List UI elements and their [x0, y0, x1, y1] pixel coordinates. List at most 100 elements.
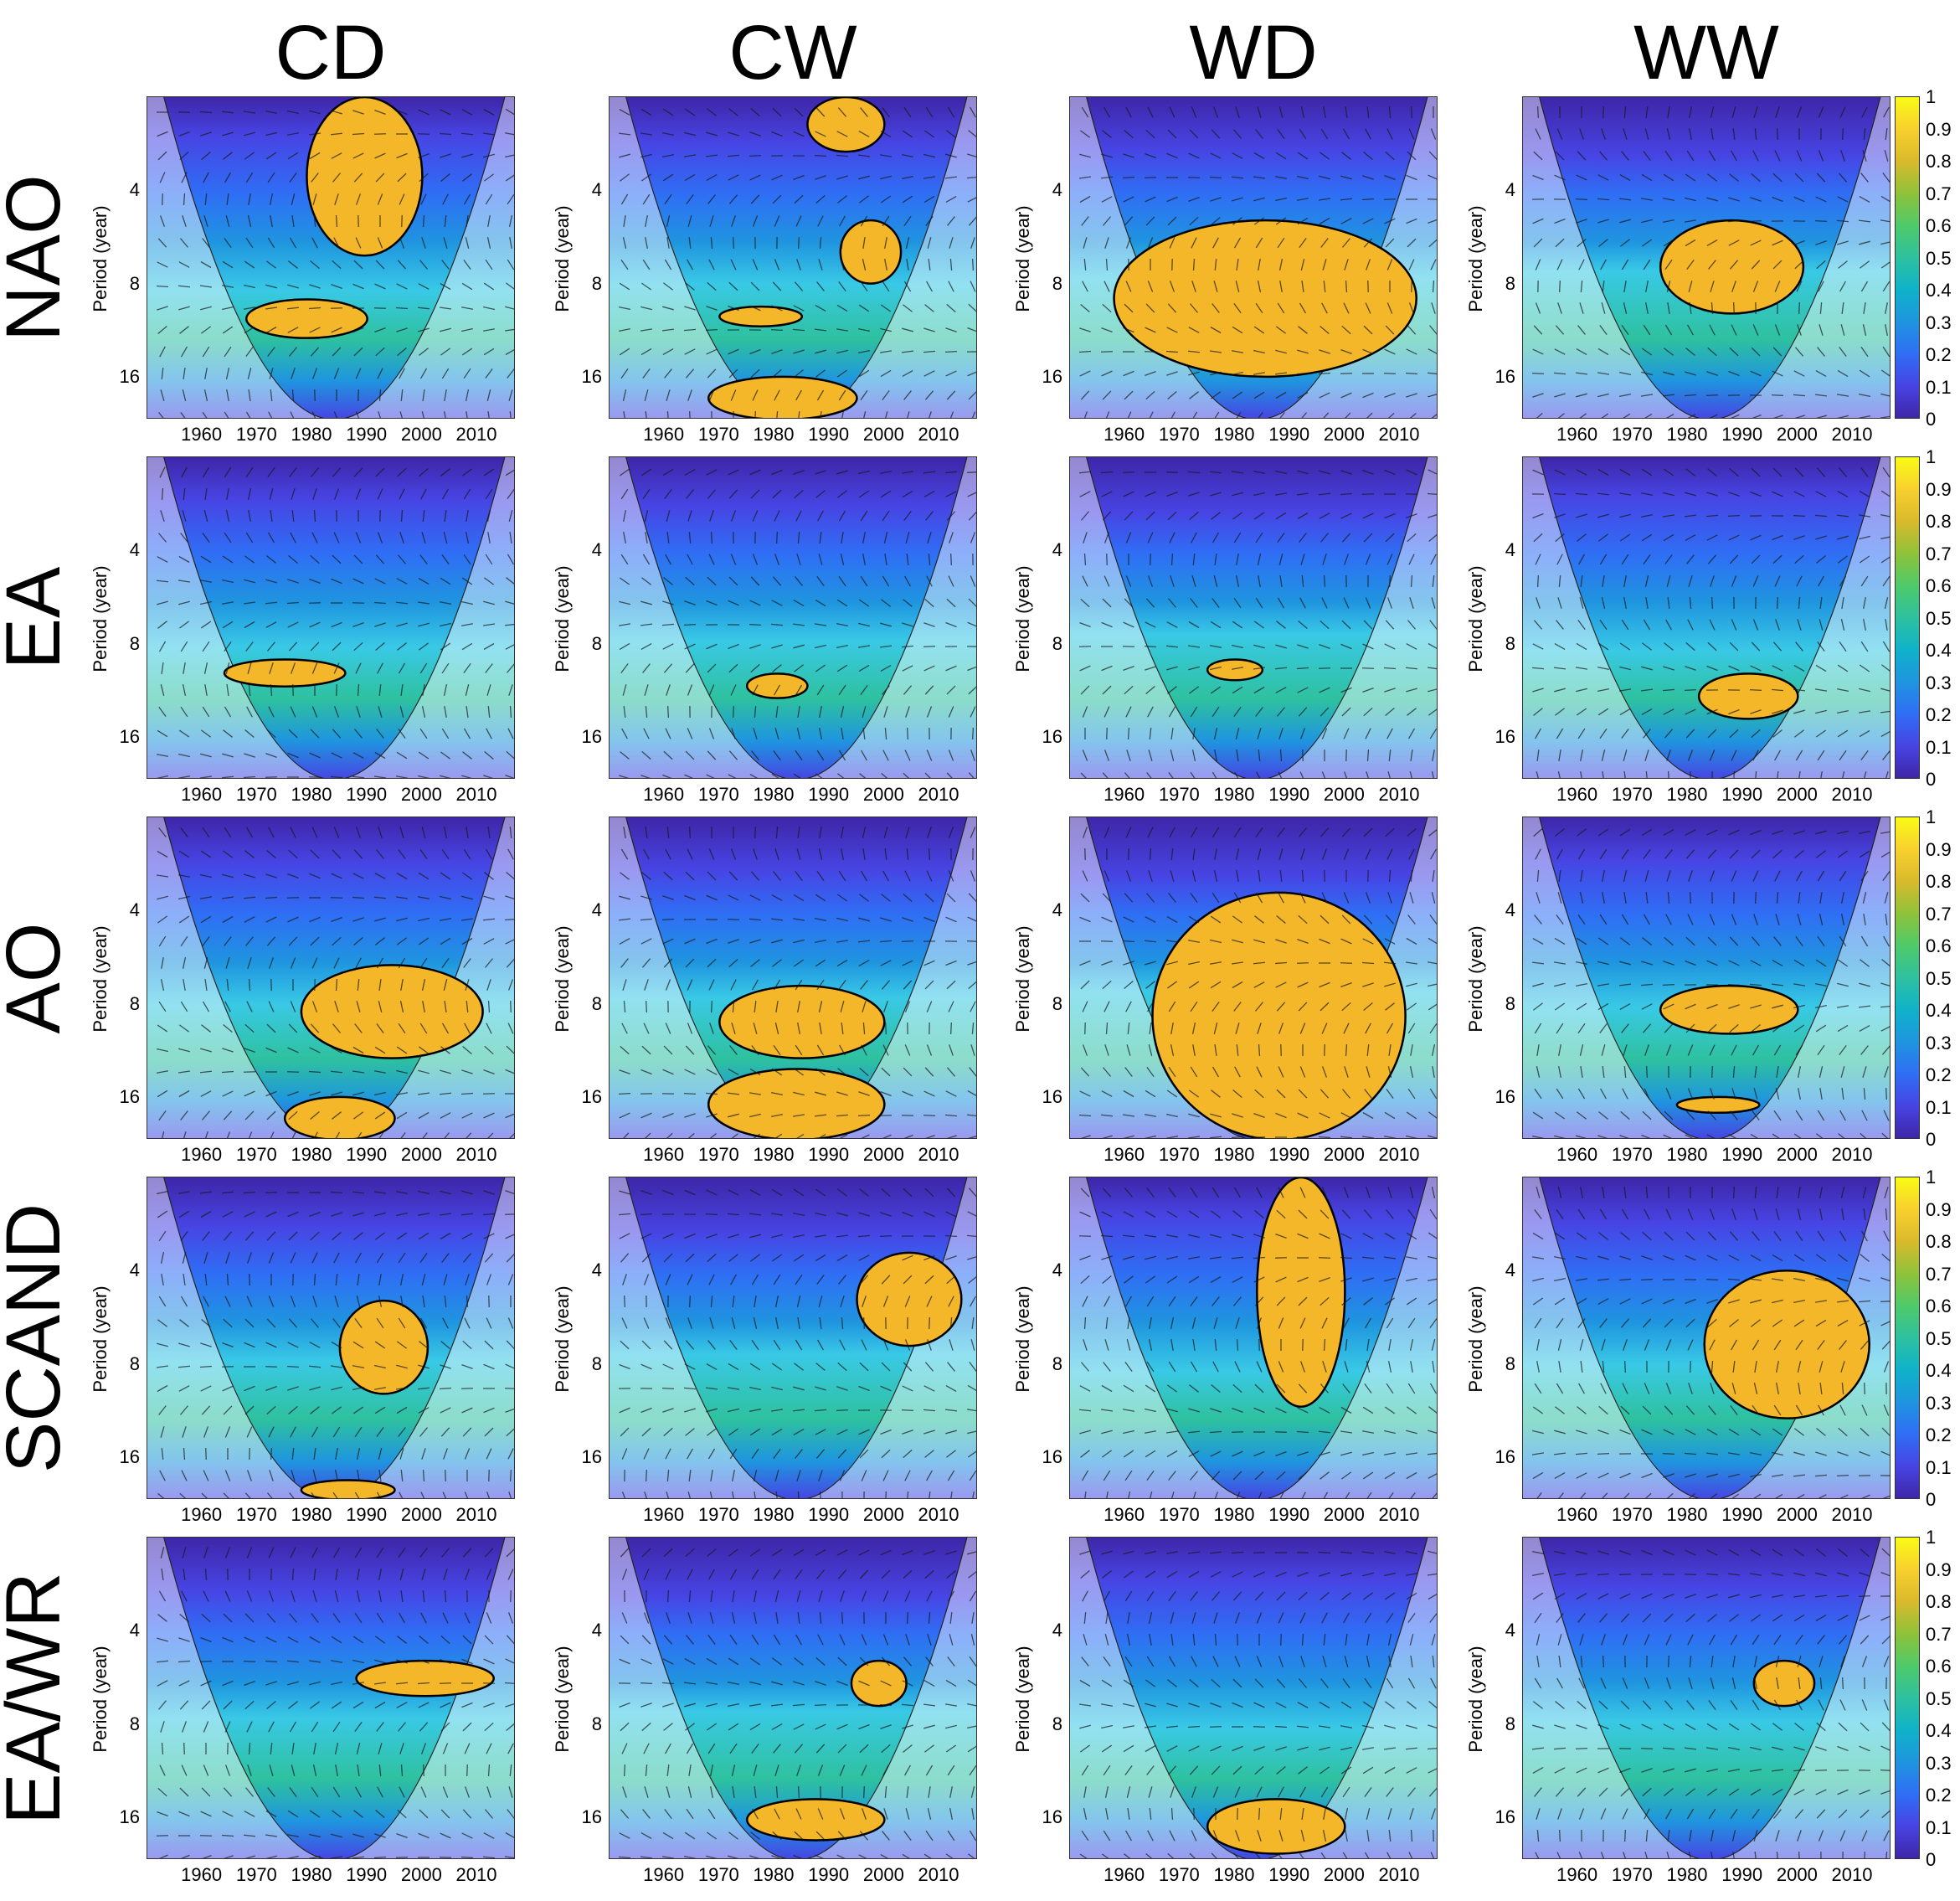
phase-arrow — [1839, 1110, 1846, 1121]
phase-arrow — [203, 1426, 209, 1438]
phase-arrow — [797, 1001, 800, 1012]
phase-arrow — [203, 215, 208, 227]
phase-arrow — [706, 1113, 718, 1118]
phase-arrow — [440, 622, 451, 627]
phase-arrow — [1881, 1045, 1890, 1055]
phase-arrow — [1166, 1450, 1178, 1458]
phase-arrow — [901, 1703, 914, 1707]
phase-arrow — [773, 1339, 781, 1351]
phase-arrow — [222, 1385, 234, 1392]
phase-arrow — [642, 554, 651, 565]
phase-arrow — [836, 1854, 846, 1858]
phase-arrow — [794, 281, 804, 291]
phase-arrow — [907, 1491, 909, 1498]
phase-arrow — [926, 281, 933, 292]
phase-arrow — [749, 1363, 761, 1371]
phase-arrow — [421, 1274, 426, 1285]
phase-arrow — [640, 1363, 652, 1370]
phase-arrow — [1710, 1088, 1715, 1100]
phase-arrow — [730, 1274, 737, 1285]
phase-arrow — [422, 1132, 428, 1138]
phase-arrow — [1323, 412, 1330, 418]
colorbar-tick-label: 0.2 — [1926, 1424, 1952, 1445]
phase-arrow — [858, 1385, 870, 1392]
phase-arrow — [1619, 1135, 1629, 1138]
phase-arrow — [903, 281, 912, 292]
phase-arrow — [902, 960, 913, 966]
phase-arrow — [729, 1569, 738, 1580]
phase-arrow — [286, 132, 300, 136]
phase-arrow — [1555, 708, 1565, 716]
phase-arrow — [1620, 1318, 1630, 1328]
phase-arrow — [1532, 1406, 1544, 1414]
phase-arrows — [1531, 827, 1890, 1138]
phase-arrow — [1340, 1112, 1352, 1119]
phase-arrow — [223, 1318, 233, 1328]
phase-arrow — [375, 642, 385, 651]
phase-arrow — [1128, 1491, 1131, 1498]
phase-arrow — [858, 1854, 867, 1858]
phase-arrow — [1232, 152, 1243, 159]
phase-arrow — [1599, 1208, 1608, 1220]
phase-arrow — [352, 1365, 365, 1368]
phase-arrow — [1729, 467, 1739, 477]
phase-arrow — [1188, 1113, 1200, 1118]
phase-arrow — [224, 1470, 231, 1481]
phase-arrow — [179, 326, 189, 334]
phase-arrow — [288, 641, 298, 652]
wavelet-coherence-panel — [147, 817, 515, 1139]
phase-arrow — [464, 1491, 469, 1498]
phase-arrow — [1772, 534, 1783, 541]
phase-arrow — [1235, 1317, 1240, 1329]
phase-arrow — [268, 1721, 275, 1733]
phase-arrow — [1145, 598, 1155, 608]
phase-arrow — [1078, 1114, 1092, 1117]
phase-arrow — [221, 1070, 234, 1074]
phase-arrow — [1555, 1406, 1565, 1414]
x-tick-label: 1960 — [1103, 1144, 1145, 1165]
phase-arrow — [1771, 983, 1784, 987]
phase-arrow — [1707, 468, 1717, 477]
phase-arrow — [1555, 533, 1565, 543]
phase-arrow — [1643, 729, 1651, 739]
phase-arrow — [1623, 1065, 1627, 1079]
phase-arrow — [1729, 641, 1739, 652]
phase-arrow — [461, 1702, 473, 1708]
phase-arrow — [1575, 1278, 1588, 1281]
phase-arrow — [749, 1213, 762, 1216]
cone-of-influence-line — [625, 817, 968, 1138]
phase-arrow — [1083, 237, 1088, 249]
phase-arrow — [1858, 219, 1871, 223]
phase-arrow — [815, 1831, 826, 1841]
phase-arrow — [461, 327, 473, 332]
phase-arrow — [1598, 1405, 1608, 1415]
phase-arrow — [1147, 706, 1154, 718]
phase-arrow — [290, 1426, 296, 1438]
phase-arrow — [1859, 1450, 1870, 1457]
phase-arrow — [861, 1634, 867, 1646]
phase-arrow — [1837, 1320, 1849, 1327]
y-tick-label: 8 — [591, 992, 602, 1014]
phase-arrow — [859, 1188, 869, 1197]
phase-arrow — [907, 411, 910, 418]
phase-arrow — [905, 827, 910, 838]
phase-arrow — [418, 1190, 430, 1195]
phase-arrow — [749, 1409, 761, 1412]
y-tick-label: 4 — [591, 899, 602, 921]
phase-arrow — [1667, 891, 1670, 904]
phase-arrow — [1210, 1408, 1222, 1413]
phase-arrow — [244, 1385, 255, 1392]
phase-arrow — [1274, 492, 1288, 496]
phase-arrow — [1340, 392, 1352, 399]
phase-arrow — [1554, 348, 1566, 355]
phase-arrow — [665, 979, 671, 991]
phase-arrow — [463, 368, 471, 379]
phase-arrow — [1409, 771, 1412, 778]
phase-arrow — [1233, 302, 1242, 314]
phase-arrow — [1535, 128, 1541, 140]
phase-arrow — [265, 326, 277, 334]
phase-arrow — [1732, 1360, 1736, 1373]
phase-arrow — [949, 1786, 953, 1798]
phase-arrow — [731, 728, 736, 739]
x-tick-label: 1990 — [1268, 1144, 1310, 1165]
